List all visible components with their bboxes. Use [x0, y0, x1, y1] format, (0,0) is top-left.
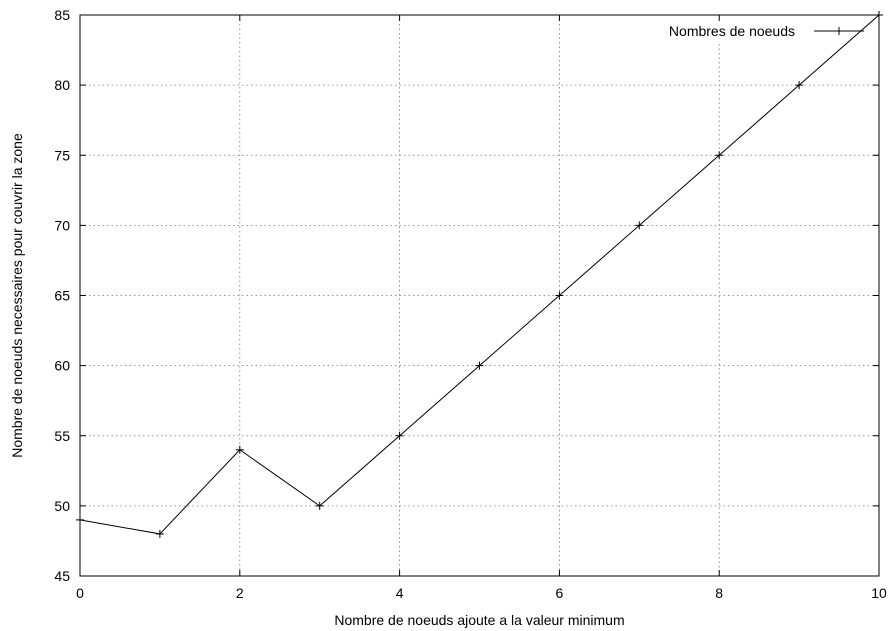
y-tick-label: 75 — [54, 147, 70, 163]
y-tick-label: 55 — [54, 428, 70, 444]
axis-labels: Nombre de noeuds ajoute a la valeur mini… — [9, 133, 625, 628]
legend-label: Nombres de noeuds — [669, 23, 795, 39]
data-point — [555, 291, 564, 300]
x-tick-label: 4 — [396, 585, 404, 601]
x-tick-label: 10 — [871, 585, 887, 601]
data-point — [395, 431, 404, 440]
x-tick-label: 6 — [556, 585, 564, 601]
y-tick-label: 80 — [54, 77, 70, 93]
data-point — [475, 361, 484, 370]
y-tick-label: 65 — [54, 288, 70, 304]
x-tick-label: 8 — [715, 585, 723, 601]
series — [76, 11, 883, 538]
axes: 0 2 4 6 8 10 45 50 55 60 65 70 75 80 85 — [54, 7, 887, 601]
y-tick-label: 85 — [54, 7, 70, 23]
data-point — [155, 529, 164, 538]
y-axis-label: Nombre de noeuds necessaires pour couvri… — [9, 133, 25, 458]
data-point — [235, 445, 244, 454]
data-point — [875, 11, 883, 19]
x-tick-label: 2 — [236, 585, 244, 601]
y-tick-label: 70 — [54, 217, 70, 233]
x-axis-label: Nombre de noeuds ajoute a la valeur mini… — [334, 612, 624, 628]
data-point — [315, 501, 324, 510]
data-point — [635, 221, 644, 230]
series-line — [79, 14, 880, 535]
data-point — [795, 81, 804, 90]
y-tick-label: 45 — [54, 568, 70, 584]
y-tick-label: 50 — [54, 498, 70, 514]
x-tick-label: 0 — [76, 585, 84, 601]
data-point — [76, 515, 84, 524]
data-point — [715, 151, 724, 160]
y-tick-label: 60 — [54, 358, 70, 374]
legend: Nombres de noeuds — [669, 23, 864, 39]
